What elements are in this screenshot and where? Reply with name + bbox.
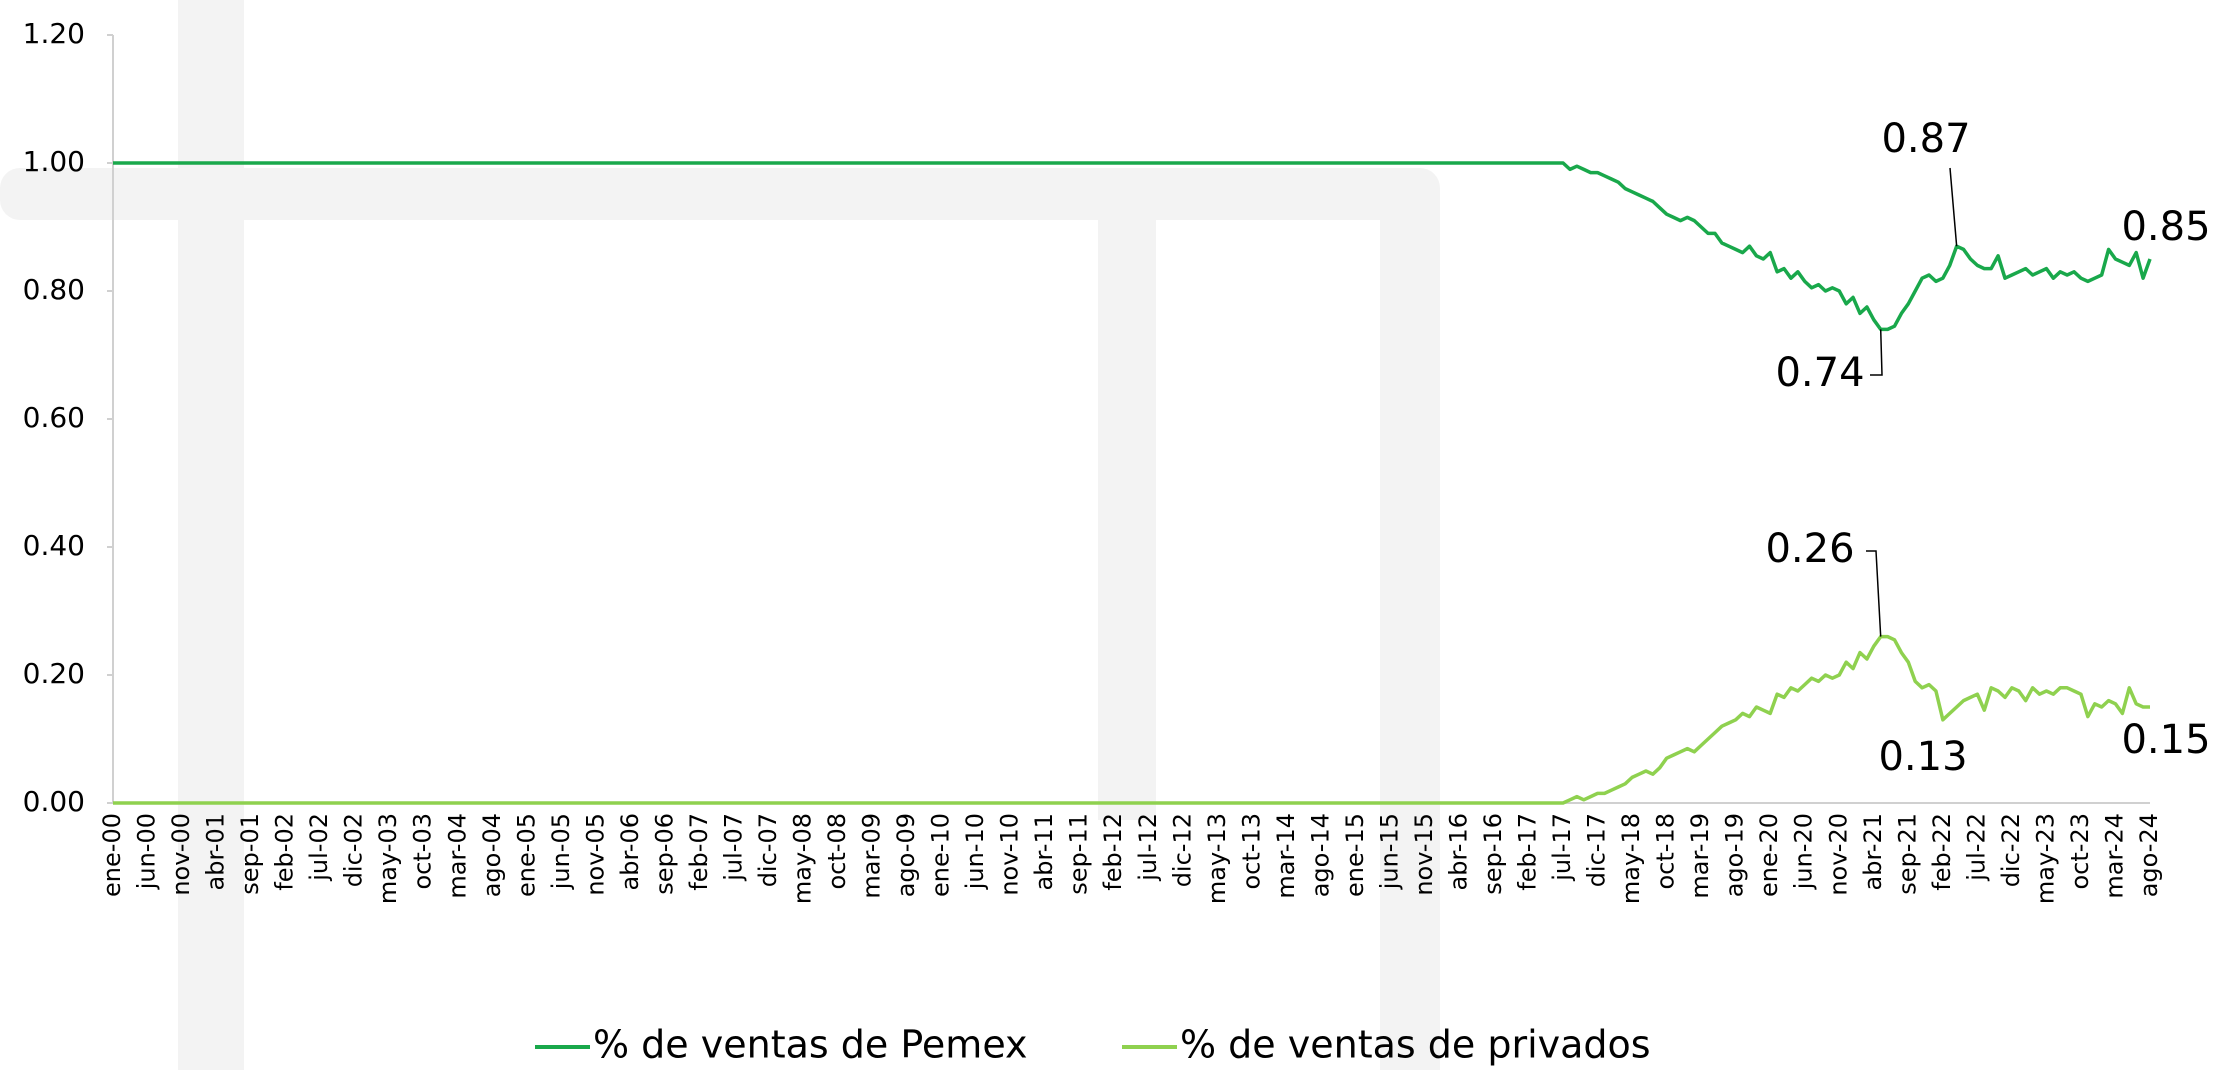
x-tick-label: dic-07 — [754, 813, 782, 887]
x-tick-label: ago-04 — [478, 813, 506, 897]
x-tick-label: dic-02 — [340, 813, 368, 887]
x-tick-label: ago-09 — [892, 813, 920, 897]
x-tick-label: abr-21 — [1859, 813, 1887, 890]
annotation: 0.85 — [2121, 204, 2210, 250]
x-tick-label: sep-06 — [650, 813, 678, 895]
x-tick-label: ene-05 — [512, 813, 540, 897]
x-tick-label: oct-03 — [409, 813, 437, 890]
watermark-bar — [178, 0, 244, 1070]
x-tick-label: jun-10 — [961, 813, 989, 890]
x-tick-label: feb-22 — [1928, 813, 1956, 891]
x-tick-label: jun-15 — [1375, 813, 1403, 890]
x-tick-label: feb-12 — [1099, 813, 1127, 891]
x-tick-label: mar-09 — [858, 813, 886, 899]
watermark — [0, 0, 1440, 1070]
x-tick-label: ago-24 — [2135, 813, 2163, 897]
watermark-bar — [0, 168, 1440, 220]
x-tick-label: dic-22 — [1997, 813, 2025, 887]
x-tick-label: abr-11 — [1030, 813, 1058, 890]
x-tick-label: ago-14 — [1306, 813, 1334, 897]
x-tick-label: jun-05 — [547, 813, 575, 890]
x-tick-label: sep-16 — [1479, 813, 1507, 895]
x-tick-label: oct-18 — [1652, 813, 1680, 890]
x-tick-label: oct-08 — [823, 813, 851, 890]
y-tick-label: 0.20 — [23, 657, 85, 690]
x-tick-label: nov-20 — [1824, 813, 1852, 896]
legend-label: % de ventas de Pemex — [593, 1023, 1028, 1067]
x-tick-label: ene-00 — [98, 813, 126, 897]
x-tick-label: mar-19 — [1686, 813, 1714, 899]
annotation: 0.74 — [1775, 350, 1864, 396]
x-tick-label: ene-20 — [1755, 813, 1783, 897]
x-tick-label: abr-16 — [1444, 813, 1472, 890]
x-tick-label: mar-14 — [1272, 813, 1300, 899]
x-tick-label: may-08 — [789, 813, 817, 904]
y-tick-label: 0.60 — [23, 401, 85, 434]
series-line — [113, 161, 2152, 332]
x-tick-label: jun-20 — [1790, 813, 1818, 890]
x-tick-label: jun-00 — [133, 813, 161, 890]
x-tick-label: mar-04 — [443, 813, 471, 899]
x-tick-label: jul-12 — [1134, 813, 1162, 882]
x-tick-label: may-23 — [2031, 813, 2059, 904]
x-tick-label: oct-13 — [1237, 813, 1265, 890]
x-tick-label: ago-19 — [1721, 813, 1749, 897]
x-tick-label: dic-17 — [1583, 813, 1611, 887]
annotation: 0.87 — [1881, 116, 1970, 162]
x-tick-label: jul-07 — [719, 813, 747, 882]
x-tick-label: sep-21 — [1893, 813, 1921, 895]
y-tick-label: 1.20 — [23, 17, 85, 50]
watermark-bar — [1380, 200, 1440, 1070]
x-tick-label: may-13 — [1203, 813, 1231, 904]
annotation: 0.13 — [1878, 734, 1967, 780]
x-tick-label: jul-02 — [305, 813, 333, 882]
x-tick-label: feb-17 — [1514, 813, 1542, 891]
x-tick-label: ene-10 — [927, 813, 955, 897]
annotation-leader — [1866, 550, 1882, 637]
x-tick-label: may-03 — [374, 813, 402, 904]
x-tick-label: nov-15 — [1410, 813, 1438, 896]
x-tick-label: nov-10 — [996, 813, 1024, 896]
watermark-bar — [1098, 220, 1156, 820]
x-tick-label: sep-01 — [236, 813, 264, 895]
x-tick-label: jul-22 — [1962, 813, 1990, 882]
x-tick-label: sep-11 — [1065, 813, 1093, 895]
x-tick-label: may-18 — [1617, 813, 1645, 904]
y-tick-label: 0.40 — [23, 529, 85, 562]
x-tick-label: abr-06 — [616, 813, 644, 890]
x-tick-label: nov-05 — [581, 813, 609, 896]
annotation-leader — [1949, 167, 1958, 247]
annotation: 0.26 — [1765, 526, 1854, 572]
x-tick-label: feb-07 — [685, 813, 713, 891]
series-line — [113, 634, 2150, 805]
x-tick-label: mar-24 — [2100, 813, 2128, 899]
x-tick-label: abr-01 — [202, 813, 230, 890]
x-tick-label: nov-00 — [167, 813, 195, 896]
x-tick-label: oct-23 — [2066, 813, 2094, 890]
legend-label: % de ventas de privados — [1180, 1023, 1651, 1067]
x-tick-label: feb-02 — [271, 813, 299, 891]
y-tick-label: 1.00 — [23, 145, 85, 178]
annotation: 0.15 — [2121, 717, 2210, 763]
annotation-leader — [1870, 329, 1883, 376]
y-tick-label: 0.80 — [23, 273, 85, 306]
x-tick-label: jul-17 — [1548, 813, 1576, 882]
y-tick-label: 0.00 — [23, 785, 85, 818]
x-tick-label: ene-15 — [1341, 813, 1369, 897]
x-tick-label: dic-12 — [1168, 813, 1196, 887]
